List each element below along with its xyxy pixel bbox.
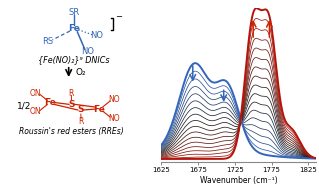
Text: −: − [115,12,122,21]
Text: 1/2: 1/2 [17,102,31,111]
Text: {Fe(NO)₂}⁹ DNICs: {Fe(NO)₂}⁹ DNICs [39,55,110,64]
Text: S: S [69,100,75,109]
Text: Fe: Fe [45,98,56,107]
Text: Fe: Fe [93,105,105,114]
Text: S: S [77,105,84,114]
Text: SR: SR [69,8,80,17]
Text: Roussin's red esters (RREs): Roussin's red esters (RREs) [19,127,123,136]
Text: O₂: O₂ [76,68,86,77]
Text: RS: RS [43,37,54,46]
Text: NO: NO [109,95,120,104]
Text: R: R [68,89,74,98]
Text: ON: ON [30,107,41,116]
Text: NO: NO [109,114,120,123]
Text: ON: ON [30,89,41,98]
Text: R: R [79,117,84,126]
X-axis label: Wavenumber (cm⁻¹): Wavenumber (cm⁻¹) [200,176,277,185]
Text: NO: NO [81,47,94,56]
Text: NO: NO [91,31,104,40]
Text: Fe: Fe [68,24,80,33]
